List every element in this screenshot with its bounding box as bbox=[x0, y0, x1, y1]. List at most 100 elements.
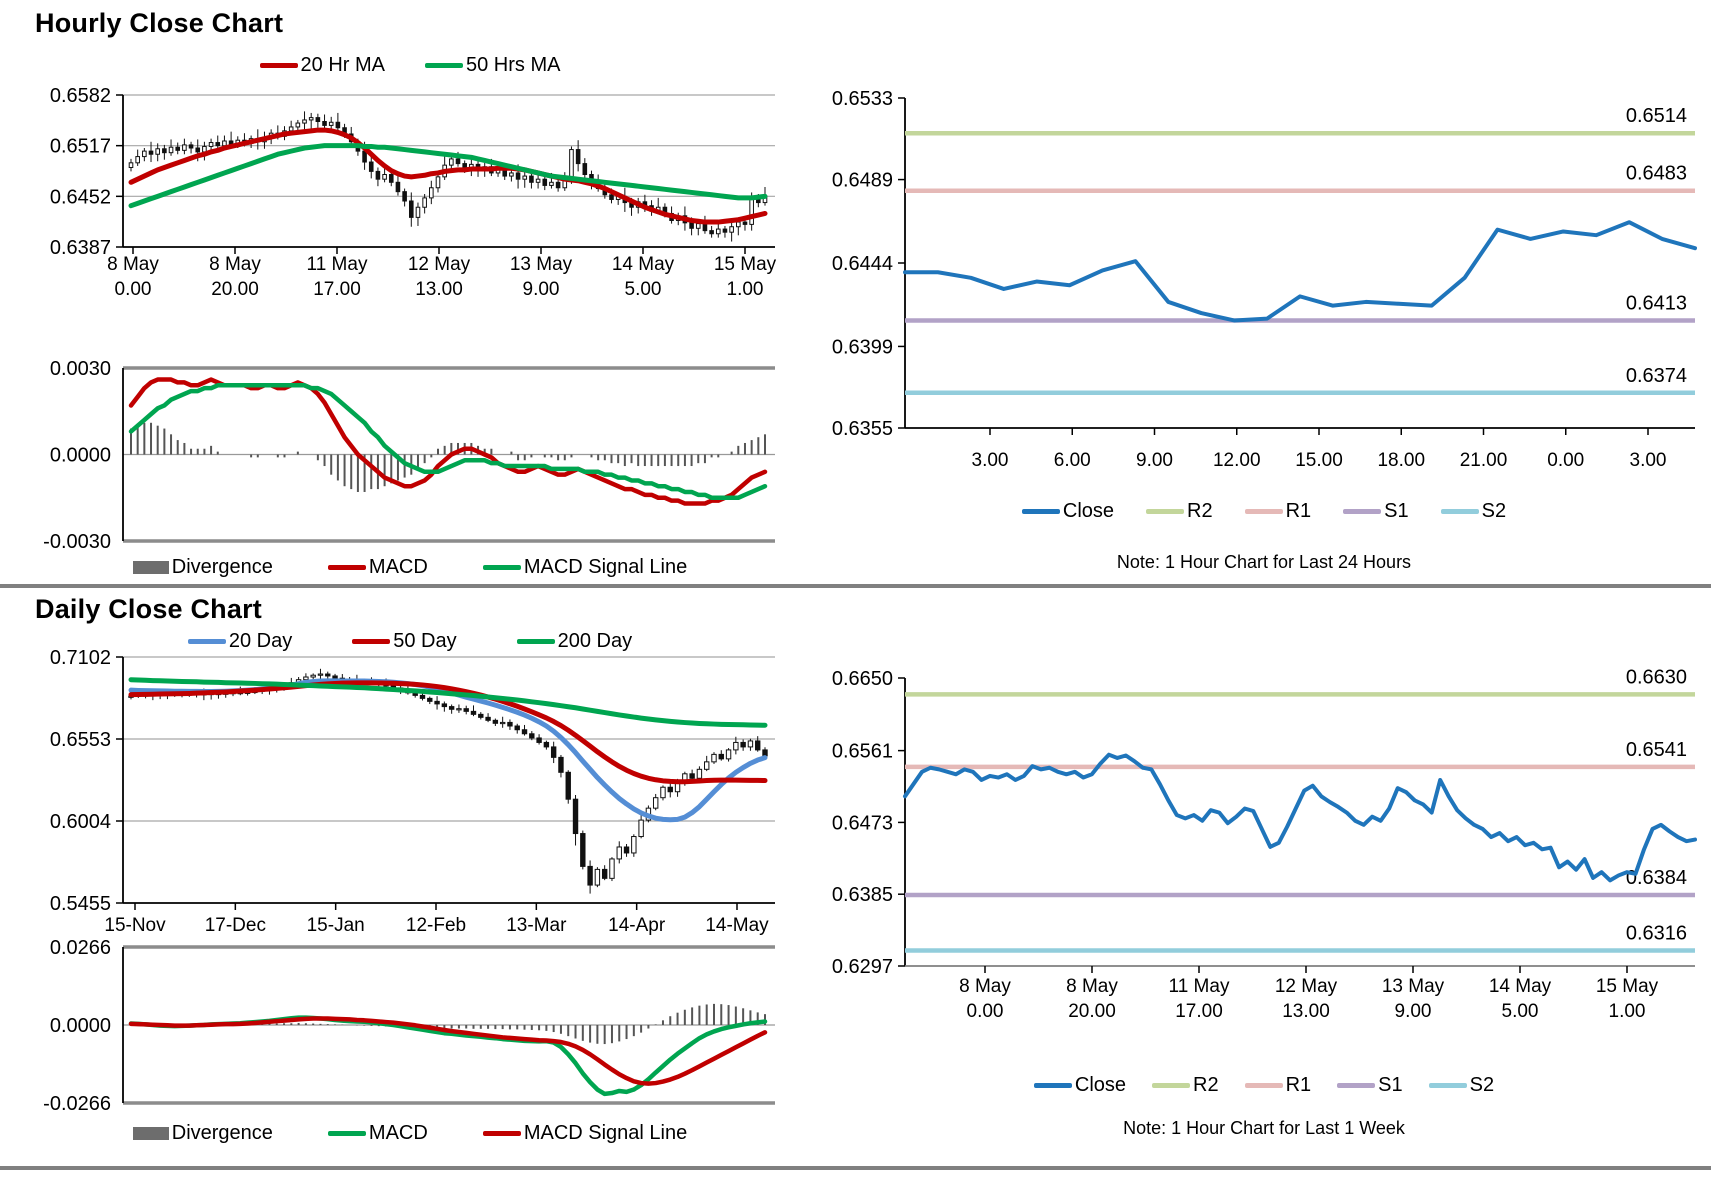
svg-text:5.00: 5.00 bbox=[1502, 1001, 1539, 1022]
svg-text:0.6489: 0.6489 bbox=[832, 170, 893, 192]
legend-item-50day: 50 Day bbox=[352, 630, 457, 653]
legend-label: Divergence bbox=[171, 556, 273, 578]
svg-text:20.00: 20.00 bbox=[1068, 1001, 1116, 1022]
svg-text:17.00: 17.00 bbox=[313, 279, 361, 300]
s2-line-swatch-icon bbox=[1440, 509, 1479, 514]
svg-text:0.6553: 0.6553 bbox=[50, 729, 111, 751]
series-200-day bbox=[128, 677, 768, 728]
svg-text:0.6541: 0.6541 bbox=[1626, 739, 1687, 761]
legend-label: S1 bbox=[1378, 1074, 1403, 1096]
legend-label: R1 bbox=[1285, 500, 1312, 522]
hourly-section-title: Hourly Close Chart bbox=[35, 8, 284, 38]
hourly-macd-legend: Divergence MACD MACD Signal Line bbox=[35, 556, 785, 579]
svg-text:9.00: 9.00 bbox=[1136, 450, 1173, 471]
legend-label: 20 Day bbox=[228, 630, 293, 652]
svg-text:0.6452: 0.6452 bbox=[50, 186, 111, 208]
svg-text:0.6004: 0.6004 bbox=[50, 811, 111, 833]
svg-text:13.00: 13.00 bbox=[1282, 1001, 1330, 1022]
legend-item-macd-signal: MACD Signal Line bbox=[482, 1122, 688, 1145]
legend-item-20day: 20 Day bbox=[187, 630, 293, 653]
legend-item-r2: R2 bbox=[1146, 500, 1213, 523]
macd-line-swatch-icon bbox=[327, 1131, 366, 1136]
svg-text:0.6385: 0.6385 bbox=[832, 884, 893, 906]
r2-line-swatch-icon bbox=[1146, 509, 1185, 514]
hourly-pivot-note: Note: 1 Hour Chart for Last 24 Hours bbox=[1116, 552, 1412, 572]
r1-line-swatch-icon bbox=[1244, 509, 1283, 514]
svg-text:0.6561: 0.6561 bbox=[832, 741, 893, 763]
svg-text:0.6316: 0.6316 bbox=[1626, 922, 1687, 944]
daily-pivot-plot: 0.6650 0.6561 0.6473 0.6385 0.6297 0.6630 0.65… bbox=[832, 666, 1697, 1022]
svg-text:0.6533: 0.6533 bbox=[832, 88, 893, 110]
legend-item-s1: S1 bbox=[1343, 500, 1409, 523]
ma20hr-line-swatch-icon bbox=[259, 63, 298, 68]
svg-text:0.5455: 0.5455 bbox=[50, 893, 111, 915]
legend-label: MACD bbox=[368, 556, 428, 578]
series-20-day bbox=[128, 678, 768, 823]
svg-text:20.00: 20.00 bbox=[211, 279, 259, 300]
legend-label: Divergence bbox=[171, 1122, 273, 1144]
svg-text:5.00: 5.00 bbox=[625, 279, 662, 300]
macd-line bbox=[128, 377, 768, 506]
svg-text:15 May: 15 May bbox=[714, 254, 777, 275]
candles bbox=[128, 668, 768, 894]
svg-text:0.6374: 0.6374 bbox=[1626, 365, 1687, 387]
series-20-hr-ma bbox=[128, 127, 768, 225]
svg-text:14 May: 14 May bbox=[612, 254, 675, 275]
daily-pivot-note: Note: 1 Hour Chart for Last 1 Week bbox=[1123, 1118, 1405, 1138]
divergence-swatch-icon bbox=[132, 1127, 169, 1140]
hourly-pivot-legend: Close R2 R1 S1 S2 bbox=[820, 500, 1708, 523]
svg-text:8 May: 8 May bbox=[209, 254, 261, 275]
svg-text:0.0000: 0.0000 bbox=[50, 445, 111, 467]
legend-item-20hr-ma: 20 Hr MA bbox=[259, 54, 385, 77]
svg-text:9.00: 9.00 bbox=[523, 279, 560, 300]
svg-text:0.6399: 0.6399 bbox=[832, 336, 893, 358]
svg-text:11 May: 11 May bbox=[1169, 976, 1230, 997]
svg-text:0.6444: 0.6444 bbox=[832, 253, 893, 275]
s2-line-swatch-icon bbox=[1428, 1083, 1467, 1088]
legend-item-divergence: Divergence bbox=[132, 1122, 273, 1145]
macd-signal-swatch-icon bbox=[482, 1131, 521, 1136]
candles bbox=[128, 111, 768, 242]
svg-text:3.00: 3.00 bbox=[1630, 450, 1667, 471]
svg-text:17.00: 17.00 bbox=[1175, 1001, 1223, 1022]
daily-macd-legend: Divergence MACD MACD Signal Line bbox=[35, 1122, 785, 1145]
bottom-divider bbox=[0, 1166, 1711, 1170]
svg-text:1.00: 1.00 bbox=[1609, 1001, 1646, 1022]
daily-close-legend: 20 Day 50 Day 200 Day bbox=[35, 630, 785, 653]
ma50hrs-line-swatch-icon bbox=[425, 63, 463, 68]
legend-item-r1: R1 bbox=[1244, 1074, 1311, 1097]
legend-label: S2 bbox=[1481, 500, 1507, 522]
svg-text:14-Apr: 14-Apr bbox=[608, 915, 666, 936]
svg-text:11 May: 11 May bbox=[307, 254, 368, 275]
svg-text:0.0266: 0.0266 bbox=[50, 937, 111, 959]
svg-text:0.6582: 0.6582 bbox=[50, 85, 111, 107]
svg-text:12.00: 12.00 bbox=[1213, 450, 1261, 471]
svg-text:0.6517: 0.6517 bbox=[50, 136, 111, 158]
svg-text:9.00: 9.00 bbox=[1395, 1001, 1432, 1022]
r1-line-swatch-icon bbox=[1244, 1083, 1283, 1088]
legend-label: Close bbox=[1074, 1074, 1127, 1096]
legend-item-macd: MACD bbox=[327, 1122, 428, 1145]
svg-text:0.0030: 0.0030 bbox=[50, 358, 111, 380]
series-50-hrs-ma bbox=[128, 143, 768, 209]
svg-text:-0.0030: -0.0030 bbox=[43, 531, 111, 553]
r2-line-swatch-icon bbox=[1152, 1083, 1191, 1088]
svg-text:6.00: 6.00 bbox=[1054, 450, 1091, 471]
svg-text:0.6387: 0.6387 bbox=[50, 237, 111, 259]
legend-label: 50 Day bbox=[393, 630, 457, 652]
legend-label: MACD Signal Line bbox=[523, 1122, 688, 1144]
svg-text:15-Nov: 15-Nov bbox=[104, 915, 166, 936]
svg-text:12 May: 12 May bbox=[408, 254, 471, 275]
close-line bbox=[903, 752, 1697, 883]
svg-text:14 May: 14 May bbox=[1489, 976, 1552, 997]
svg-text:21.00: 21.00 bbox=[1460, 450, 1508, 471]
legend-label: MACD bbox=[368, 1122, 428, 1144]
legend-item-50hrs-ma: 50 Hrs MA bbox=[425, 54, 560, 77]
svg-text:0.6650: 0.6650 bbox=[832, 668, 893, 690]
svg-text:0.6473: 0.6473 bbox=[832, 812, 893, 834]
svg-text:0.00: 0.00 bbox=[1547, 450, 1584, 471]
legend-item-200day: 200 Day bbox=[516, 630, 632, 653]
section-divider bbox=[0, 584, 1711, 588]
legend-item-close: Close bbox=[1033, 1074, 1127, 1097]
